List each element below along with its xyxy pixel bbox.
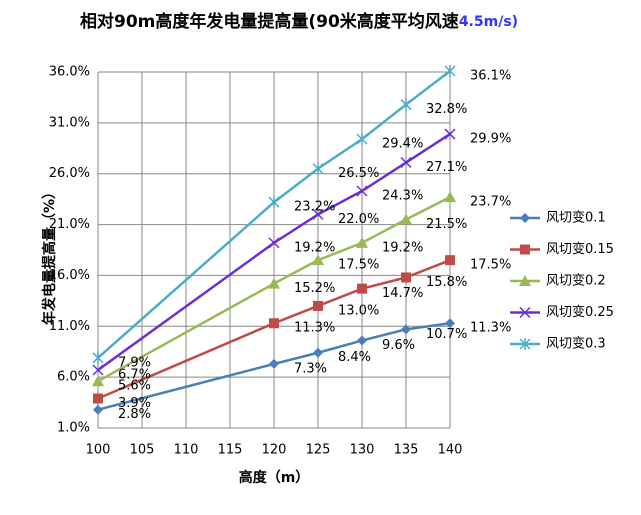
series-line	[97, 69, 451, 359]
y-tick-label: 21.0%	[49, 217, 90, 232]
data-label: 15.8%	[426, 275, 467, 290]
data-label: 17.5%	[470, 258, 511, 273]
data-label: 23.7%	[470, 195, 511, 210]
data-label: 2.8%	[118, 407, 151, 422]
data-point	[356, 185, 368, 197]
data-label: 19.2%	[294, 240, 335, 255]
data-point	[268, 277, 280, 289]
data-point	[93, 393, 103, 404]
y-tick-label: 36.0%	[49, 65, 90, 80]
data-label: 15.2%	[294, 281, 335, 296]
data-point	[268, 237, 280, 249]
data-point	[401, 324, 411, 335]
x-tick-label: 125	[306, 443, 331, 458]
x-tick-label: 140	[438, 443, 463, 458]
data-point	[312, 254, 324, 266]
x-tick-label: 100	[86, 443, 111, 458]
data-point	[400, 213, 412, 225]
data-label: 8.4%	[338, 350, 371, 365]
data-point	[401, 272, 411, 283]
title-main: 相对90m高度年发电量提高量(90米高度平均风速	[80, 11, 459, 32]
x-tick-label: 120	[262, 443, 287, 458]
y-tick-label: 11.0%	[49, 319, 90, 334]
legend-marker	[520, 244, 530, 255]
data-label: 19.2%	[382, 240, 423, 255]
data-label: 32.8%	[426, 102, 467, 117]
data-point	[400, 156, 412, 169]
data-label: 13.0%	[338, 303, 379, 318]
legend-label: 风切变0.15	[546, 241, 614, 257]
data-point	[444, 128, 456, 140]
legend-marker	[519, 338, 531, 350]
x-tick-label: 110	[174, 443, 199, 458]
legend-marker	[519, 306, 531, 319]
y-tick-label: 31.0%	[49, 115, 90, 130]
series-line	[97, 195, 451, 383]
data-label: 11.3%	[470, 321, 511, 336]
data-label: 9.6%	[382, 338, 415, 353]
data-label: 6.7%	[118, 368, 151, 383]
x-tick-label: 130	[350, 443, 375, 458]
data-label: 26.5%	[338, 166, 379, 181]
data-point	[269, 358, 279, 369]
legend-marker	[519, 275, 531, 286]
data-point	[313, 300, 323, 311]
data-point	[92, 351, 104, 364]
y-axis-title: 年发电量提高量（%）	[41, 185, 58, 325]
data-point	[357, 283, 367, 294]
data-point	[312, 208, 324, 220]
y-tick-label: 16.0%	[49, 268, 90, 283]
data-point	[269, 318, 279, 329]
legend-marker	[520, 213, 530, 223]
legend-label: 风切变0.25	[546, 304, 614, 320]
y-tick-label: 1.0%	[57, 421, 90, 436]
data-point	[92, 364, 104, 376]
series-line	[97, 321, 451, 411]
data-point	[400, 98, 412, 111]
data-label: 27.1%	[426, 160, 467, 175]
data-label: 11.3%	[294, 321, 335, 336]
x-axis-title: 高度（m）	[239, 469, 310, 486]
data-label: 21.5%	[426, 217, 467, 232]
data-point	[268, 196, 280, 209]
x-tick-label: 115	[218, 443, 243, 458]
data-point	[445, 255, 455, 266]
data-point	[444, 64, 456, 77]
y-tick-label: 6.0%	[57, 370, 90, 385]
data-point	[312, 162, 324, 175]
x-tick-label: 135	[394, 443, 419, 458]
data-label: 29.9%	[470, 132, 511, 147]
data-point	[313, 347, 323, 358]
data-label: 3.9%	[118, 396, 151, 411]
legend-label: 风切变0.1	[546, 210, 606, 226]
data-label: 24.3%	[382, 189, 423, 204]
legend-label: 风切变0.3	[546, 336, 606, 352]
data-point	[356, 236, 368, 248]
data-label: 10.7%	[426, 327, 467, 342]
data-label: 5.6%	[118, 379, 151, 394]
x-tick-label: 105	[130, 443, 155, 458]
data-label: 23.2%	[294, 200, 335, 215]
data-label: 7.9%	[118, 355, 151, 370]
data-point	[356, 133, 368, 146]
data-point	[444, 191, 456, 203]
series-line	[97, 259, 451, 400]
series-line	[97, 132, 451, 372]
legend-label: 风切变0.2	[546, 273, 606, 289]
chart-title: 相对90m高度年发电量提高量(90米高度平均风速4.5m/s)	[80, 11, 518, 32]
data-label: 22.0%	[338, 212, 379, 227]
data-label: 17.5%	[338, 258, 379, 273]
data-label: 7.3%	[294, 361, 327, 376]
data-label: 14.7%	[382, 286, 423, 301]
data-point	[93, 404, 103, 415]
y-tick-label: 26.0%	[49, 166, 90, 181]
data-label: 36.1%	[470, 68, 511, 83]
data-point	[357, 335, 367, 346]
title-suffix: 4.5m/s)	[459, 14, 518, 30]
data-label: 29.4%	[382, 137, 423, 152]
data-point	[92, 375, 104, 387]
data-point	[445, 318, 455, 329]
